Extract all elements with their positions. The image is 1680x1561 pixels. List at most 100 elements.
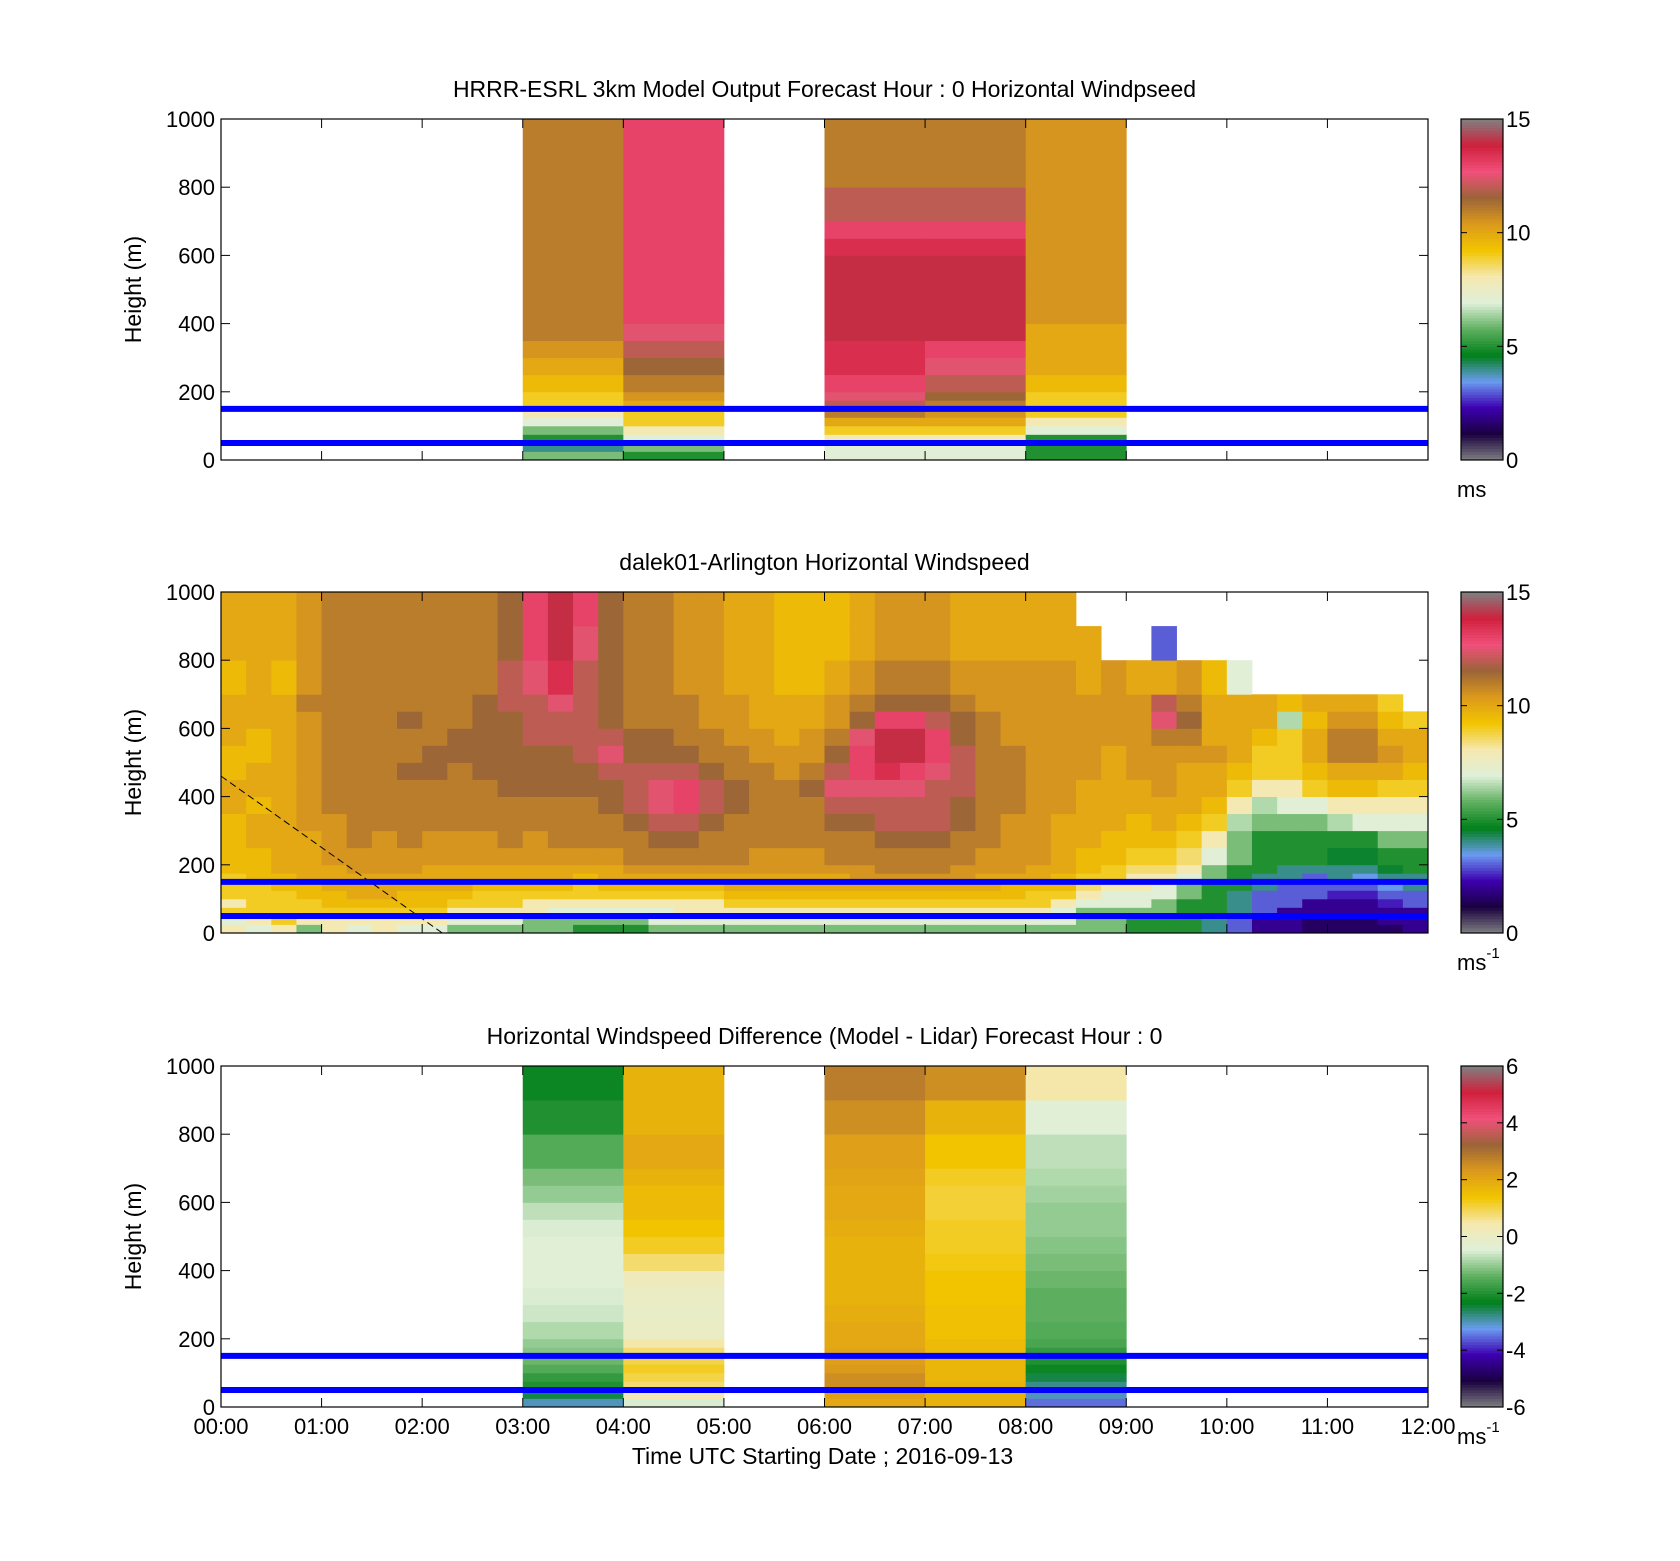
colorbar-segment [1461, 896, 1503, 900]
heatmap-cell [874, 694, 901, 712]
heatmap-cell [1025, 187, 1127, 222]
heatmap-cell [447, 924, 473, 934]
heatmap-cell [1025, 417, 1127, 427]
heatmap-cell [874, 864, 901, 874]
heatmap-cell [522, 1253, 624, 1271]
heatmap-column [1000, 592, 1027, 934]
heatmap-cell [1251, 830, 1278, 849]
heatmap-cell [1050, 660, 1077, 695]
heatmap-cell [346, 924, 373, 934]
heatmap-cell [623, 907, 649, 917]
colorbar-tick-label: 10 [1506, 221, 1530, 246]
heatmap-cell [1025, 626, 1052, 661]
colorbar-segment [1461, 437, 1503, 441]
heatmap-cell [1402, 796, 1429, 815]
colorbar-segment [1461, 1071, 1503, 1076]
colorbar-tick-label: 0 [1506, 448, 1518, 473]
heatmap-cell [925, 1253, 1027, 1271]
colorbar-segment [1461, 1193, 1503, 1198]
colorbar-segment [1461, 377, 1503, 381]
heatmap-cell [246, 907, 272, 917]
heatmap-column [1025, 592, 1052, 934]
heatmap-cell [397, 694, 423, 712]
heatmap-cell [824, 1347, 926, 1357]
heatmap-cell [447, 762, 473, 780]
heatmap-cell [246, 898, 272, 908]
heatmap-cell [522, 1364, 624, 1374]
heatmap-cell [824, 1270, 926, 1289]
colorbar-segment [1461, 164, 1503, 168]
colorbar-segment [1461, 1122, 1503, 1127]
heatmap-cell [925, 1066, 1027, 1101]
heatmap-cell [1025, 425, 1127, 435]
colorbar-segment [1461, 425, 1503, 430]
heatmap-column [346, 592, 373, 934]
colorbar-segment [1461, 1245, 1503, 1249]
heatmap-cell [1176, 830, 1203, 849]
colorbar-segment [1461, 785, 1503, 789]
colorbar-segment [1461, 246, 1503, 251]
colorbar-segment [1461, 1279, 1503, 1283]
colorbar-segment [1461, 884, 1503, 889]
heatmap-cell [346, 907, 373, 917]
heatmap-cell [824, 1381, 926, 1391]
chart-title: dalek01-Arlington Horizontal Windspeed [619, 549, 1029, 575]
heatmap-cell [1050, 745, 1077, 763]
heatmap-cell [221, 779, 247, 797]
colorbar-frame [1460, 118, 1504, 461]
heatmap-cell [1025, 238, 1127, 256]
heatmap-cell [371, 728, 398, 746]
heatmap-cell [1101, 813, 1127, 832]
heatmap-cell [547, 864, 574, 874]
heatmap-cell [824, 442, 926, 452]
heatmap-cell [321, 728, 348, 746]
colorbar-segment [1461, 867, 1503, 871]
heatmap-cell [1025, 1236, 1127, 1254]
heatmap-cell [673, 864, 700, 874]
heatmap-cell [1025, 881, 1052, 891]
colorbar-segment [1461, 1389, 1503, 1394]
heatmap-column [824, 119, 926, 461]
heatmap-cell [1075, 847, 1102, 866]
heatmap-cell [522, 323, 624, 342]
heatmap-cell [648, 864, 675, 874]
heatmap-cell [874, 907, 901, 917]
heatmap-cell [648, 873, 675, 883]
colorbar-segment [1461, 428, 1503, 433]
heatmap-cell [522, 1134, 624, 1169]
heatmap-cell [975, 890, 1001, 900]
heatmap-cell [1251, 762, 1278, 780]
heatmap-cell [849, 830, 876, 849]
heatmap-cell [698, 830, 725, 849]
heatmap-cell [1101, 728, 1127, 746]
heatmap-cell [1050, 890, 1077, 900]
heatmap-cell [1226, 847, 1253, 866]
heatmap-cell [296, 907, 322, 917]
colorbar-segment [1461, 722, 1503, 727]
heatmap-cell [1126, 873, 1152, 883]
heatmap-cell [874, 592, 901, 627]
heatmap-cell [346, 847, 373, 866]
heatmap-cell [1000, 881, 1027, 891]
heatmap-cell [221, 830, 247, 849]
heatmap-cell [925, 400, 1027, 410]
y-tick-label: 1000 [166, 1054, 215, 1079]
heatmap-cell [371, 847, 398, 866]
heatmap-cell [447, 796, 473, 815]
heatmap-column [623, 592, 649, 934]
heatmap-cell [271, 915, 297, 925]
colorbar-segment [1461, 406, 1503, 410]
heatmap-cell [1025, 1185, 1127, 1203]
heatmap-cell [1025, 762, 1052, 780]
heatmap-column [1176, 660, 1203, 934]
heatmap-cell [673, 873, 700, 883]
heatmap-cell [925, 306, 1027, 324]
heatmap-cell [1251, 728, 1278, 746]
heatmap-cell [271, 694, 297, 712]
colorbar-segment [1461, 623, 1503, 627]
heatmap-cell [447, 660, 473, 695]
heatmap-cell [573, 745, 599, 763]
heatmap-cell [1377, 728, 1404, 746]
heatmap-cell [1025, 1100, 1127, 1135]
